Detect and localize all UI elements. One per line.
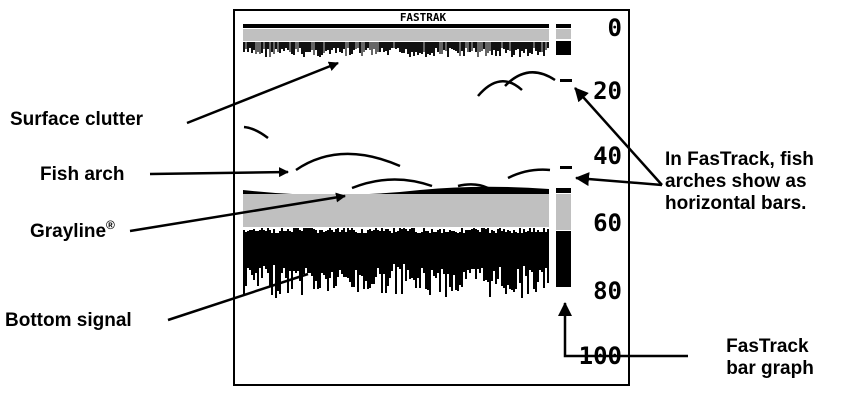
fastrack-bar (556, 188, 571, 193)
fish-arch-leader (149, 167, 289, 178)
bottom-signal-leader (167, 272, 309, 322)
fastrack-bar (560, 79, 572, 82)
fastrack-note-line: In FasTrack, fish (665, 149, 814, 170)
fastrack-bar (556, 41, 571, 55)
fastrack-note-line: arches show as (665, 171, 807, 192)
fish-arch (295, 152, 401, 172)
fastrack-bar-label-line: FasTrack (726, 336, 809, 357)
surface-gray-band (243, 29, 549, 41)
grayline-text: Grayline (30, 221, 106, 242)
fish-arch (477, 80, 523, 97)
fastrack-bar (560, 166, 572, 169)
depth-label: 60 (593, 209, 622, 237)
fish-arch (243, 125, 269, 139)
depth-label: 20 (593, 77, 622, 105)
fastrack-bar-label: FasTrack bar graph (726, 336, 814, 379)
depth-scale: 0 20 40 60 80 100 (579, 14, 622, 370)
depth-label: 80 (593, 277, 622, 305)
registered-mark: ® (106, 218, 115, 232)
fastrack-note-leader-upper (574, 87, 663, 186)
depth-label: 0 (608, 14, 622, 42)
fastrack-bar-label-line: bar graph (726, 358, 814, 379)
grayline-label: Grayline® (30, 218, 115, 242)
fastrack-bar (556, 231, 571, 287)
bottom-contour-line (243, 186, 549, 195)
fastrack-bar (556, 24, 571, 28)
bottom-signal-label: Bottom signal (5, 310, 132, 331)
surface-clutter-label: Surface clutter (10, 109, 144, 130)
fastrack-bar-graph (556, 24, 572, 287)
fish-arch (351, 178, 433, 190)
grayline-band (243, 194, 549, 227)
fastrack-bar (556, 29, 571, 39)
fastrack-note: In FasTrack, fish arches show as horizon… (665, 149, 819, 214)
depth-label: 40 (593, 142, 622, 170)
screen-title: FASTRAK (400, 11, 447, 24)
surface-line (243, 24, 549, 28)
bottom-signal-pattern (243, 228, 549, 298)
surface-clutter-pattern (243, 42, 549, 57)
fastrack-bar (556, 194, 571, 230)
surface-clutter-leader (186, 61, 339, 125)
grayline-leader (129, 192, 346, 233)
fastrack-bar-leader (558, 302, 688, 358)
fish-arch-label: Fish arch (40, 164, 124, 185)
fastrack-note-line: horizontal bars. (665, 193, 806, 214)
fastrack-note-leader-lower (575, 172, 663, 187)
fish-arch (504, 71, 556, 87)
fish-arch (507, 168, 551, 180)
